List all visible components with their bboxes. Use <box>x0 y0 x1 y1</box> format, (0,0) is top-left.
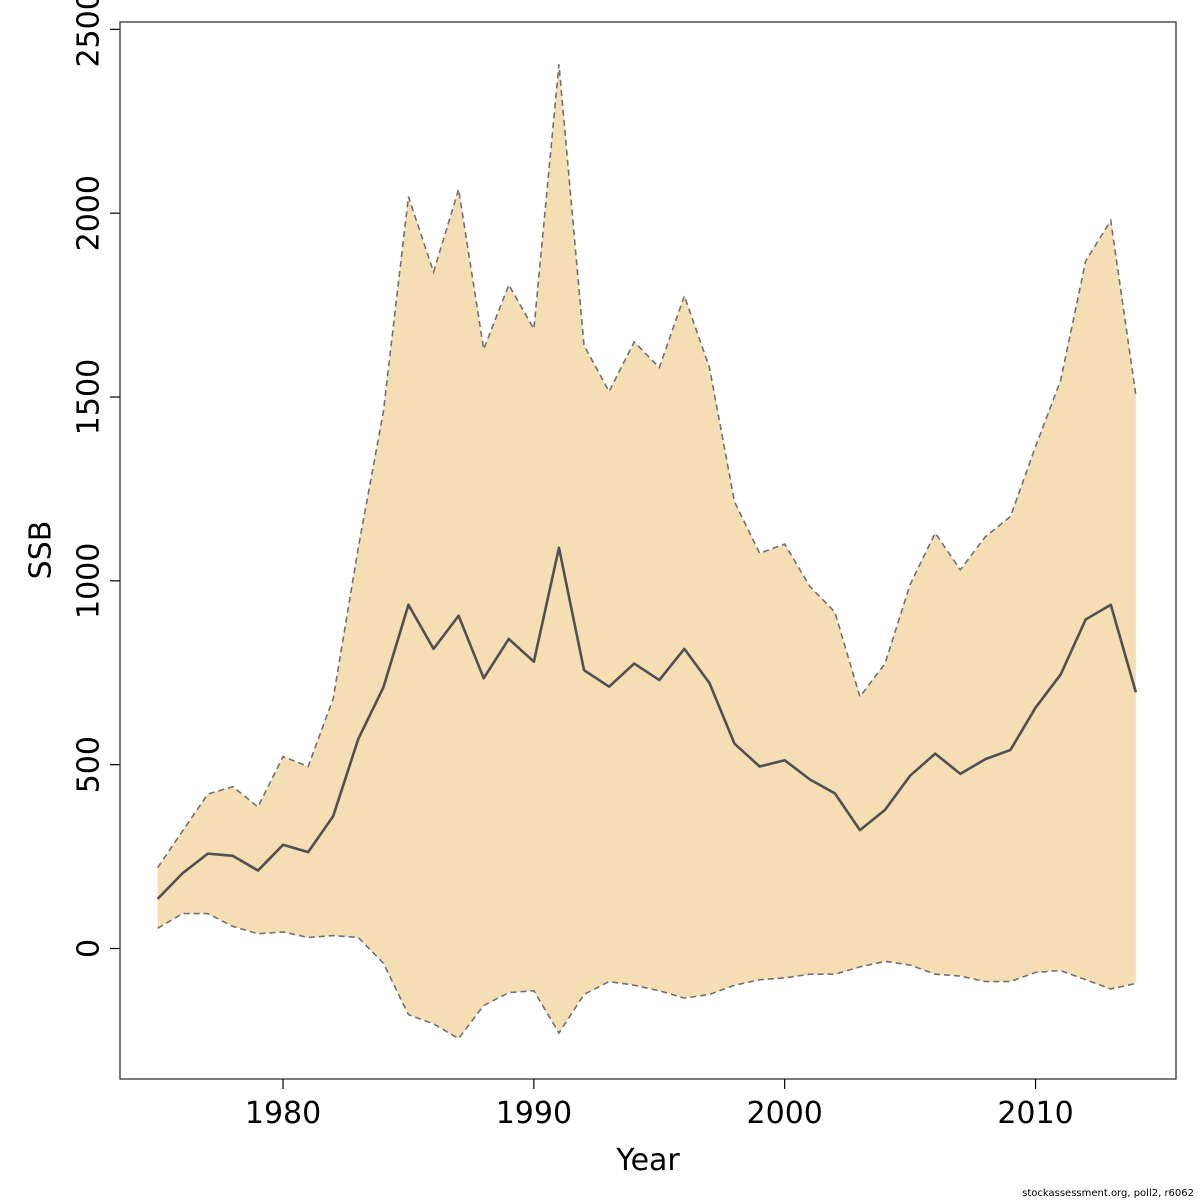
upper-bound-line <box>156 64 1137 869</box>
x-axis-title: Year <box>615 1143 680 1178</box>
x-axis: 1980 1990 2000 2010 <box>245 1079 1074 1131</box>
y-tick-label: 1500 <box>72 359 107 435</box>
plot-frame <box>119 21 1177 1080</box>
y-axis: 0 500 1000 1500 2000 2500 <box>72 0 120 958</box>
x-tick-label: 2000 <box>747 1096 823 1131</box>
ssb-estimate-line <box>156 546 1138 900</box>
confidence-band-area <box>157 64 1136 1039</box>
y-tick-label: 500 <box>72 736 107 793</box>
confidence-band <box>157 64 1136 1039</box>
y-tick-label: 2500 <box>72 0 107 68</box>
y-tick-label: 2000 <box>72 175 107 251</box>
y-axis-title: SSB <box>24 521 59 580</box>
y-tick-label: 0 <box>72 939 107 958</box>
x-tick-label: 1980 <box>245 1096 321 1131</box>
series-lines <box>156 64 1138 1040</box>
x-tick-label: 1990 <box>496 1096 572 1131</box>
source-credit: stockassessment.org, poll2, r6062 <box>1022 1188 1194 1199</box>
x-tick-label: 2010 <box>997 1096 1073 1131</box>
lower-bound-line <box>157 912 1137 1040</box>
y-tick-label: 1000 <box>72 543 107 619</box>
